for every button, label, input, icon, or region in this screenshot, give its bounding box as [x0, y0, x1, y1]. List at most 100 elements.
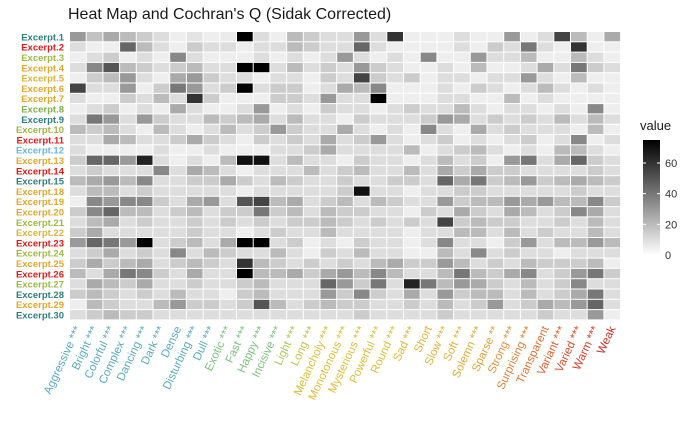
heatmap-cell [153, 217, 170, 227]
heatmap-cell [404, 135, 420, 145]
heatmap-cell [120, 207, 136, 217]
heatmap-cell [487, 114, 504, 124]
heatmap-cell [270, 227, 287, 237]
heatmap-cell [470, 176, 487, 186]
heatmap-cell [554, 289, 570, 299]
heatmap-cell [320, 268, 337, 279]
heatmap-cell [186, 114, 203, 124]
heatmap-cell [237, 207, 253, 217]
heatmap-cell [370, 207, 387, 217]
heatmap-cell [170, 62, 186, 73]
heatmap-cell [353, 104, 370, 114]
heatmap-cell [220, 248, 236, 258]
heatmap-cell [554, 258, 570, 268]
heatmap-cell [186, 279, 203, 289]
heatmap-cell [86, 310, 103, 320]
heatmap-cell [571, 268, 587, 279]
heatmap-cell [587, 299, 604, 310]
heatmap-cell [420, 165, 437, 176]
heatmap-cell [537, 93, 554, 104]
heatmap-cell [237, 310, 253, 320]
heatmap-cell [303, 32, 320, 42]
heatmap-cell [153, 186, 170, 196]
heatmap-cell [237, 114, 253, 124]
heatmap-cell [604, 186, 621, 196]
heatmap-cell [86, 155, 103, 165]
heatmap-cell [237, 83, 253, 93]
heatmap-cell [287, 124, 303, 134]
heatmap-cell [203, 104, 220, 114]
heatmap-cell [454, 73, 470, 83]
heatmap-cell [587, 227, 604, 237]
heatmap-cell [320, 145, 337, 155]
heatmap-cell [203, 227, 220, 237]
heatmap-cell [487, 104, 504, 114]
heatmap-cell [487, 165, 504, 176]
heatmap-cell [303, 42, 320, 52]
heatmap-cell [120, 145, 136, 155]
heatmap-cell [170, 176, 186, 186]
heatmap-cell [370, 32, 387, 42]
heatmap-cell [554, 217, 570, 227]
heatmap-cell [370, 52, 387, 62]
heatmap-cell [203, 42, 220, 52]
heatmap-cell [387, 310, 403, 320]
heatmap-cell [487, 32, 504, 42]
heatmap-cell [337, 258, 353, 268]
heatmap-cell [487, 42, 504, 52]
heatmap-cell [337, 299, 353, 310]
heatmap-cell [203, 289, 220, 299]
heatmap-cell [420, 83, 437, 93]
heatmap-cell [287, 62, 303, 73]
heatmap-cell [153, 289, 170, 299]
heatmap-cell [554, 62, 570, 73]
heatmap-cell [320, 124, 337, 134]
heatmap-cell [320, 217, 337, 227]
heatmap-cell [253, 52, 270, 62]
heatmap-cell [70, 104, 86, 114]
heatmap-cell [320, 310, 337, 320]
heatmap-cell [170, 238, 186, 248]
heatmap-cell [136, 238, 153, 248]
heatmap-cell [571, 52, 587, 62]
heatmap-cell [520, 227, 537, 237]
heatmap-cell [153, 135, 170, 145]
heatmap-cell [136, 268, 153, 279]
heatmap-cell [437, 145, 454, 155]
heatmap-cell [170, 124, 186, 134]
heatmap-cell [287, 155, 303, 165]
heatmap-cell [437, 268, 454, 279]
heatmap-cell [520, 114, 537, 124]
heatmap-cell [120, 299, 136, 310]
heatmap-cell [153, 83, 170, 93]
heatmap-cell [186, 227, 203, 237]
row-label: Excerpt.27 [16, 280, 64, 291]
row-label: Excerpt.9 [21, 115, 64, 126]
heatmap-cell [220, 165, 236, 176]
heatmap-cell [136, 104, 153, 114]
heatmap-cell [487, 93, 504, 104]
heatmap-cell [520, 155, 537, 165]
heatmap-cell [537, 238, 554, 248]
heatmap-cell [120, 104, 136, 114]
heatmap-cell [454, 114, 470, 124]
heatmap-cell [554, 310, 570, 320]
heatmap-cell [537, 155, 554, 165]
heatmap-cell [103, 289, 120, 299]
heatmap-cell [404, 145, 420, 155]
heatmap-cell [454, 124, 470, 134]
heatmap-cell [337, 62, 353, 73]
heatmap-cell [287, 176, 303, 186]
heatmap-cell [86, 289, 103, 299]
heatmap-cell [353, 258, 370, 268]
heatmap-cell [303, 124, 320, 134]
heatmap-cell [554, 238, 570, 248]
heatmap-cell [170, 299, 186, 310]
heatmap-cell [604, 289, 621, 299]
heatmap-cell [370, 299, 387, 310]
heatmap-cell [287, 186, 303, 196]
heatmap-cell [370, 186, 387, 196]
heatmap-cell [404, 155, 420, 165]
heatmap-cell [70, 176, 86, 186]
heatmap-cell [186, 93, 203, 104]
